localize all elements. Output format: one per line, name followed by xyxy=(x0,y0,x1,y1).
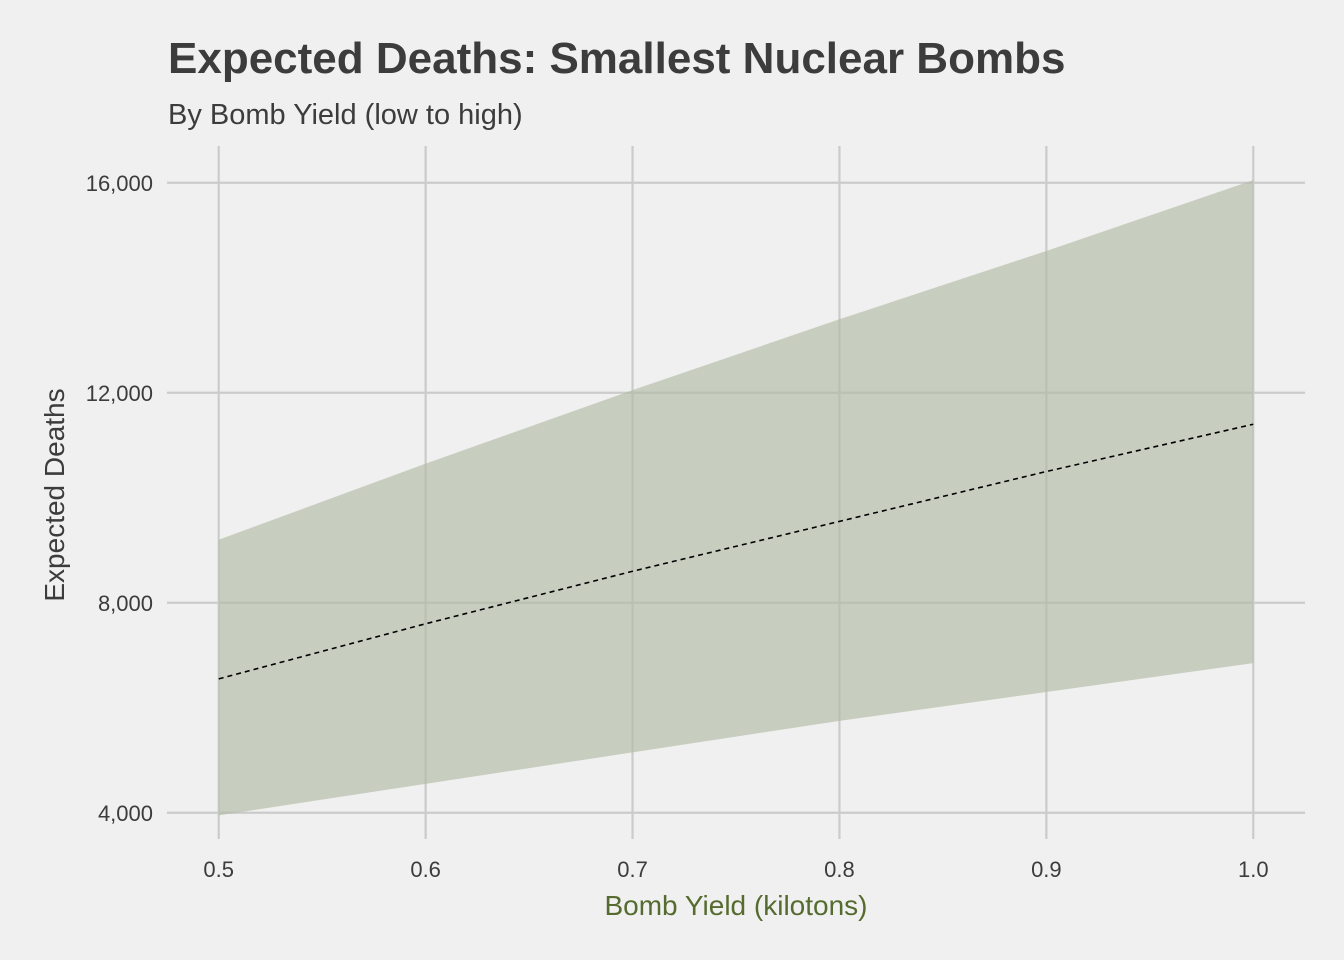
x-tick-labels: 0.5 0.6 0.7 0.8 0.9 1.0 xyxy=(203,857,1268,882)
confidence-band-area xyxy=(218,180,1254,816)
chart-title: Expected Deaths: Smallest Nuclear Bombs xyxy=(168,34,1065,83)
x-tick-label: 0.6 xyxy=(410,857,441,882)
y-tick-label: 8,000 xyxy=(98,591,153,616)
chart-subtitle: By Bomb Yield (low to high) xyxy=(168,99,523,131)
y-axis-label: Expected Deaths xyxy=(39,388,70,601)
y-tick-label: 4,000 xyxy=(98,801,153,826)
confidence-band xyxy=(218,180,1254,816)
y-tick-label: 12,000 xyxy=(86,381,153,406)
y-tick-labels: 4,000 8,000 12,000 16,000 xyxy=(86,171,153,826)
x-axis-label: Bomb Yield (kilotons) xyxy=(604,890,867,921)
y-tick-label: 16,000 xyxy=(86,171,153,196)
x-tick-label: 0.5 xyxy=(203,857,234,882)
x-tick-label: 0.7 xyxy=(617,857,648,882)
x-tick-label: 1.0 xyxy=(1238,857,1269,882)
x-tick-label: 0.9 xyxy=(1031,857,1062,882)
x-tick-label: 0.8 xyxy=(824,857,855,882)
mean-line xyxy=(218,423,1254,680)
mean-line-path xyxy=(218,423,1254,680)
